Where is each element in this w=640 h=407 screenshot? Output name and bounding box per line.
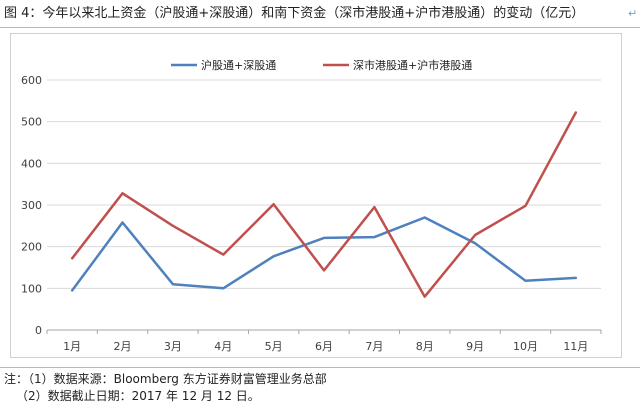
y-tick-label: 500: [21, 116, 42, 129]
date-note: （2）数据截止日期：2017 年 12 月 12 日。: [16, 389, 260, 403]
x-tick-label: 10月: [513, 340, 538, 353]
y-tick-label: 400: [21, 157, 42, 170]
y-tick-label: 300: [21, 199, 42, 212]
x-tick-label: 9月: [466, 340, 484, 353]
x-tick-label: 7月: [365, 340, 383, 353]
y-tick-label: 200: [21, 241, 42, 254]
y-tick-label: 600: [21, 74, 42, 87]
x-tick-label: 5月: [265, 340, 283, 353]
y-tick-label: 0: [35, 324, 42, 337]
series-line-1: [70, 216, 578, 292]
series-line-2: [70, 111, 578, 298]
y-tick-label: 100: [21, 282, 42, 295]
x-tick-label: 11月: [563, 340, 588, 353]
legend-label: 深市港股通+沪市港股通: [353, 58, 472, 72]
chart-frame: 0 100 200 300 400 500 600 1月 2月 3月 4月 5月 6月 7月 8月 9月 10月…: [10, 33, 622, 358]
x-tick-label: 3月: [164, 340, 182, 353]
figure-title: 图 4：今年以来北上资金（沪股通+深股通）和南下资金（深市港股通+沪市港股通）的…: [4, 6, 585, 21]
x-tick-label: 4月: [214, 340, 232, 353]
source-note: 注：（1）数据来源：Bloomberg 东方证券财富管理业务总部: [4, 372, 327, 386]
x-tick-label: 1月: [63, 340, 81, 353]
footer-divider: [0, 367, 640, 368]
title-divider: [0, 27, 640, 28]
paragraph-mark-icon: ↵: [628, 7, 638, 20]
legend-label: 沪股通+深股通: [201, 58, 276, 72]
line-chart: 0 100 200 300 400 500 600 1月 2月 3月 4月 5月 6月 7月 8月 9月 10月…: [21, 58, 602, 353]
x-tick-label: 6月: [315, 340, 333, 353]
x-tick-label: 2月: [114, 340, 132, 353]
x-tick-label: 8月: [416, 340, 434, 353]
